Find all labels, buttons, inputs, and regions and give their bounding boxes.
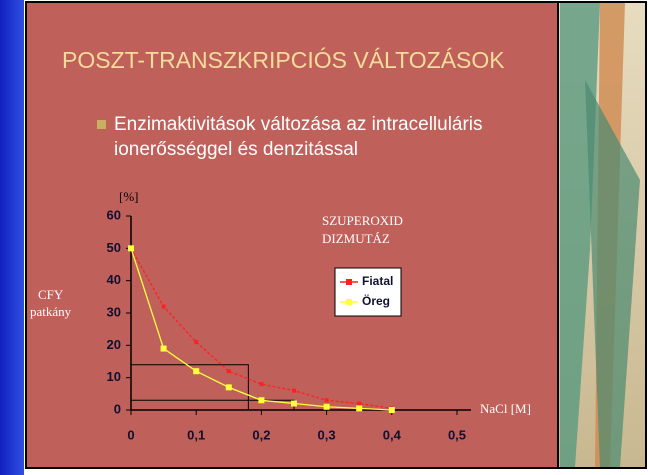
y-tick-label: 50 bbox=[107, 240, 121, 255]
data-point bbox=[292, 389, 296, 393]
x-tick-label: 0,4 bbox=[383, 427, 402, 442]
data-point bbox=[259, 382, 263, 386]
x-tick-label: 0 bbox=[127, 427, 134, 442]
y-unit: [%] bbox=[119, 189, 139, 204]
y-tick-label: 20 bbox=[107, 337, 121, 352]
data-point bbox=[357, 402, 361, 406]
bullet-text: Enzimaktivitások változása az intracellu… bbox=[114, 114, 483, 135]
decoration bbox=[558, 3, 645, 467]
data-point bbox=[193, 368, 199, 374]
legend-label: Fiatal bbox=[362, 274, 393, 288]
y-label: patkány bbox=[30, 304, 72, 319]
x-tick-label: 0,5 bbox=[448, 427, 466, 442]
chart-title: SZUPEROXID bbox=[322, 213, 403, 228]
y-tick-label: 60 bbox=[107, 207, 121, 222]
data-point bbox=[194, 340, 198, 344]
y-tick-label: 10 bbox=[107, 369, 121, 384]
y-tick-label: 40 bbox=[107, 272, 121, 287]
data-point bbox=[356, 405, 362, 411]
x-tick-label: 0,3 bbox=[318, 427, 336, 442]
x-tick-label: 0,2 bbox=[252, 427, 270, 442]
legend-marker bbox=[346, 299, 352, 305]
data-point bbox=[258, 397, 264, 403]
y-label: CFY bbox=[38, 287, 64, 302]
data-point bbox=[324, 404, 330, 410]
data-point bbox=[162, 305, 166, 309]
bullet-icon bbox=[97, 120, 106, 129]
y-tick-label: 0 bbox=[114, 401, 121, 416]
data-point bbox=[226, 384, 232, 390]
data-point bbox=[128, 245, 134, 251]
slide: POSZT-TRANSZKRIPCIÓS VÁLTOZÁSOK Enzimakt… bbox=[0, 0, 650, 475]
data-point bbox=[325, 398, 329, 402]
legend-marker bbox=[346, 279, 352, 285]
chart-title: DIZMUTÁZ bbox=[322, 231, 390, 246]
slide-title: POSZT-TRANSZKRIPCIÓS VÁLTOZÁSOK bbox=[62, 47, 505, 73]
bullet-text: ionerősséggel és denzitással bbox=[114, 139, 358, 160]
data-point bbox=[291, 401, 297, 407]
data-point bbox=[389, 407, 395, 413]
data-point bbox=[161, 346, 167, 352]
data-point bbox=[227, 369, 231, 373]
y-tick-label: 30 bbox=[107, 304, 121, 319]
x-label: NaCl [M] bbox=[480, 401, 531, 416]
x-tick-label: 0,1 bbox=[187, 427, 205, 442]
legend-label: Öreg bbox=[362, 293, 390, 308]
side-strip bbox=[0, 0, 24, 475]
